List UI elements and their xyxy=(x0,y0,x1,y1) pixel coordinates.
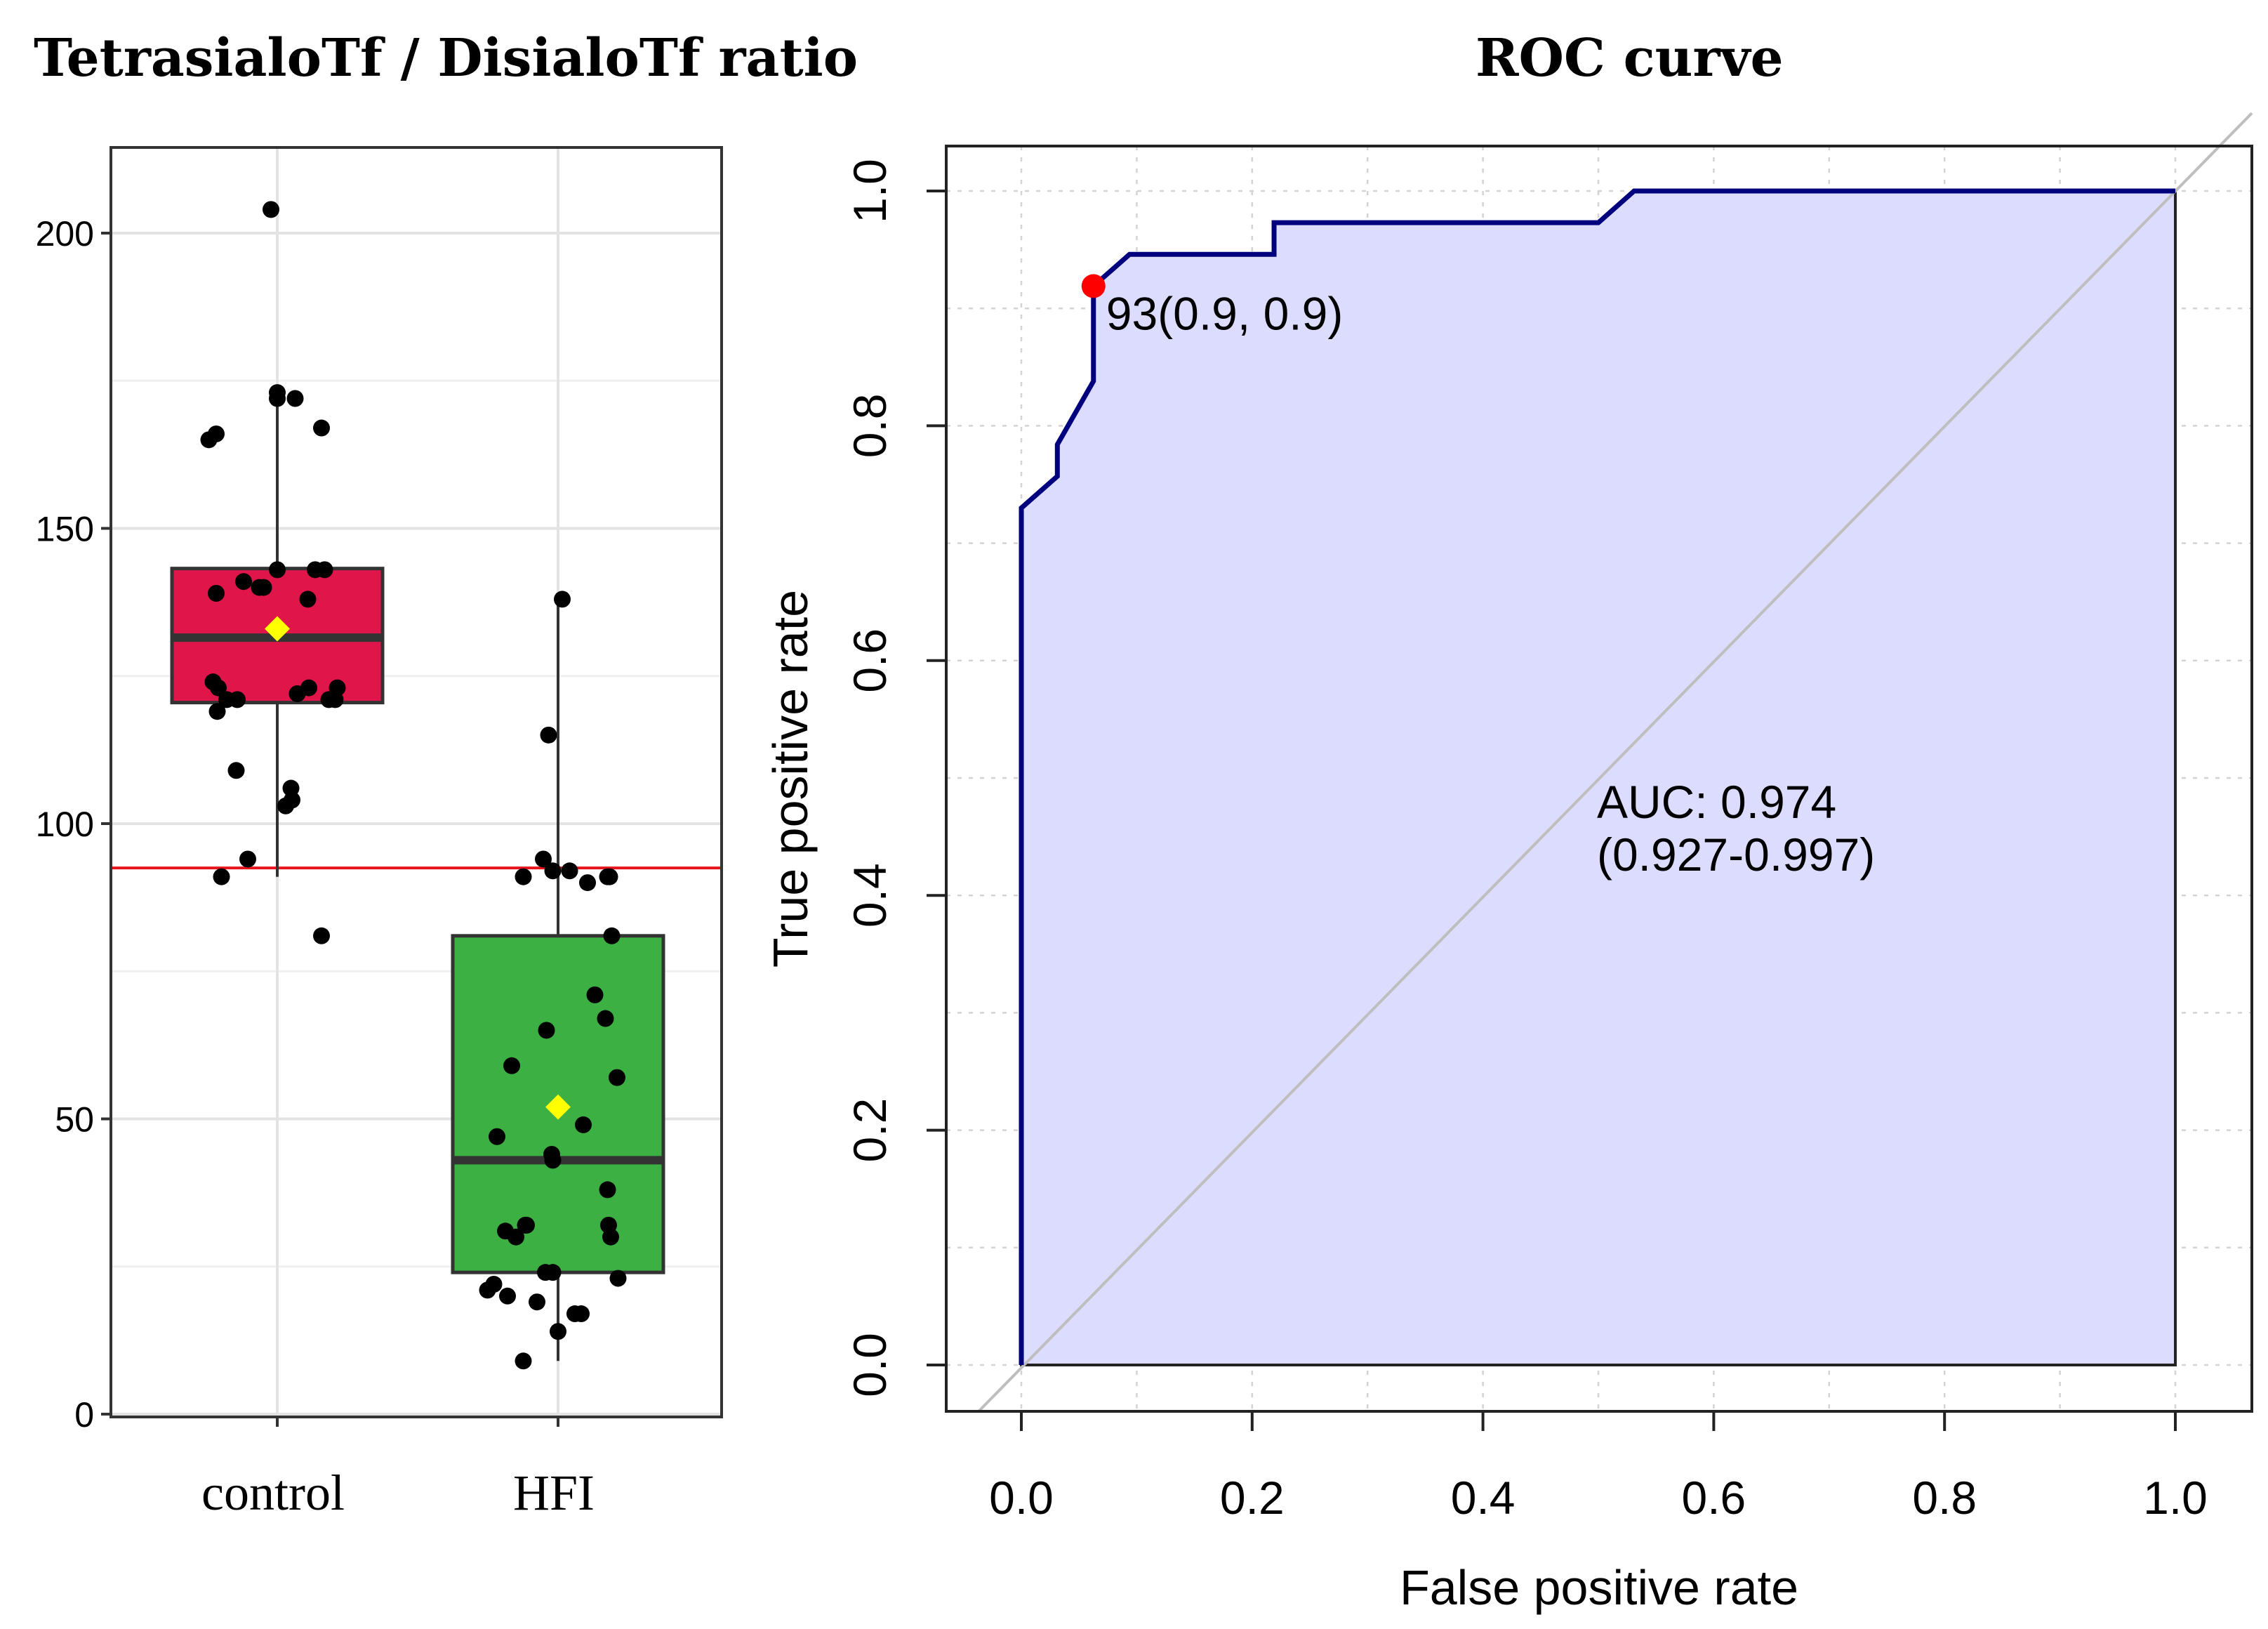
data-point xyxy=(313,419,330,437)
data-point xyxy=(538,1022,555,1039)
data-point xyxy=(515,1352,532,1370)
data-point xyxy=(508,1228,524,1246)
data-point xyxy=(544,1264,562,1281)
data-point xyxy=(544,862,562,880)
data-point xyxy=(602,1228,619,1246)
data-point xyxy=(289,685,306,702)
boxplot-x-axis: control HFI xyxy=(201,1417,595,1521)
boxplot-y-tick-label: 0 xyxy=(74,1395,94,1435)
data-point xyxy=(485,1275,503,1293)
data-point xyxy=(269,390,286,407)
roc-auc-ci-label: (0.927-0.997) xyxy=(1597,829,1875,881)
data-point xyxy=(550,1323,566,1340)
data-point xyxy=(208,703,226,720)
roc-x-tick-label: 0.2 xyxy=(1220,1472,1285,1524)
data-point xyxy=(515,868,532,885)
data-point xyxy=(529,1293,545,1311)
boxplot-panel-border xyxy=(110,146,723,1418)
roc-x-tick-label: 1.0 xyxy=(2143,1472,2208,1524)
data-point xyxy=(208,425,225,442)
roc-y-tick-label: 0.2 xyxy=(844,1098,896,1163)
roc-x-tick-label: 0.0 xyxy=(989,1472,1054,1524)
roc-title: ROC curve xyxy=(1475,28,1784,88)
boxplot-panel: 0 50 100 150 200 control HFI xyxy=(36,146,723,1521)
boxplot-title: TetrasialoTf / DisialoTf ratio xyxy=(34,28,858,88)
data-point xyxy=(286,390,304,407)
roc-x-tick-label: 0.8 xyxy=(1912,1472,1977,1524)
roc-x-tick-label: 0.4 xyxy=(1451,1472,1516,1524)
data-point xyxy=(561,862,578,880)
roc-y-axis-label: True positive rate xyxy=(763,590,818,968)
data-point xyxy=(210,679,227,697)
data-point xyxy=(313,927,330,944)
data-point xyxy=(235,573,252,591)
boxplot-y-tick-label: 100 xyxy=(36,805,94,844)
data-point xyxy=(573,1305,590,1323)
boxplot-y-tick-label: 150 xyxy=(36,510,94,549)
data-point xyxy=(269,561,286,579)
mean-marker xyxy=(545,1094,571,1120)
data-point xyxy=(518,1216,535,1234)
data-point xyxy=(579,874,596,892)
roc-y-axis: 0.0 0.2 0.4 0.6 0.8 1.0 xyxy=(844,159,946,1397)
boxplot-category-label: HFI xyxy=(513,1465,595,1521)
roc-x-axis-label: False positive rate xyxy=(1400,1560,1798,1615)
boxplot-y-tick-label: 200 xyxy=(36,214,94,253)
roc-y-tick-label: 0.6 xyxy=(844,628,896,693)
roc-curve-line xyxy=(1019,188,2175,1365)
data-point xyxy=(208,585,225,602)
data-point xyxy=(213,868,230,885)
data-point xyxy=(599,1181,616,1199)
roc-panel: 93(0.9, 0.9) AUC: 0.974 (0.927-0.997) 0.… xyxy=(763,112,2253,1615)
data-point xyxy=(227,762,245,779)
data-point xyxy=(575,1116,592,1133)
data-point xyxy=(299,591,317,608)
roc-cutoff-point xyxy=(1081,274,1106,298)
roc-auc-label: AUC: 0.974 xyxy=(1597,776,1836,828)
boxplot-category-label: control xyxy=(201,1465,345,1521)
roc-y-tick-label: 0.0 xyxy=(844,1333,896,1397)
data-point xyxy=(326,691,344,708)
data-point xyxy=(535,850,552,868)
boxplot-groups xyxy=(170,201,665,1370)
boxplot-group-control xyxy=(170,201,385,944)
roc-x-tick-label: 0.6 xyxy=(1682,1472,1746,1524)
data-point xyxy=(255,579,272,596)
roc-y-tick-label: 0.4 xyxy=(844,863,896,928)
roc-chance-diagonal xyxy=(977,112,2253,1413)
data-point xyxy=(489,1128,505,1145)
boxplot-y-tick-label: 50 xyxy=(55,1100,94,1140)
data-point xyxy=(544,1152,562,1169)
roc-panel-border xyxy=(945,145,2253,1413)
data-point xyxy=(229,691,246,708)
data-point xyxy=(554,591,571,608)
data-point xyxy=(307,561,324,579)
data-point xyxy=(540,726,557,744)
data-point xyxy=(603,927,621,944)
data-point xyxy=(277,797,294,814)
roc-y-tick-label: 1.0 xyxy=(844,159,896,223)
boxplot-y-axis: 0 50 100 150 200 xyxy=(36,214,111,1435)
data-point xyxy=(586,986,604,1003)
data-point xyxy=(239,850,256,868)
data-point xyxy=(263,201,279,218)
data-point xyxy=(499,1287,516,1305)
data-point xyxy=(609,1269,627,1287)
roc-cutoff-label: 93(0.9, 0.9) xyxy=(1106,287,1344,339)
roc-x-axis: 0.0 0.2 0.4 0.6 0.8 1.0 xyxy=(989,1411,2208,1524)
data-point xyxy=(609,1069,625,1086)
roc-y-tick-label: 0.8 xyxy=(844,394,896,459)
data-point xyxy=(601,868,618,885)
data-point xyxy=(503,1057,520,1074)
mean-marker xyxy=(265,616,290,642)
data-point xyxy=(597,1010,614,1027)
boxplot-group-hfi xyxy=(451,591,665,1370)
